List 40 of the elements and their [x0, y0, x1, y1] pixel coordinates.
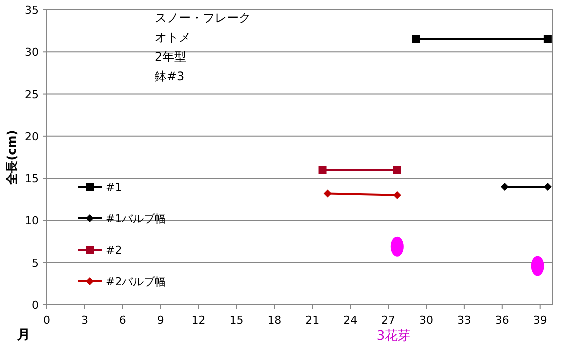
annotation: オトメ [155, 30, 191, 44]
point [393, 166, 402, 174]
x-tick-label: 6 [119, 314, 126, 327]
point [318, 166, 327, 174]
x-tick-label: 0 [44, 314, 50, 327]
y-tick-label: 30 [25, 46, 39, 60]
y-tick-label: 35 [25, 4, 39, 17]
y-tick-label: 15 [25, 172, 39, 186]
point [393, 191, 402, 200]
point [412, 36, 420, 44]
x-axis-title: 月 [16, 328, 30, 343]
x-tick-label: 3 [81, 314, 88, 327]
x-tick-label: 33 [457, 314, 472, 327]
y-tick-label: 0 [32, 299, 39, 312]
y-tick-label: 5 [32, 256, 39, 270]
x-tick-label: 39 [533, 314, 548, 327]
annotation: スノー・フレーク [155, 11, 251, 25]
y-tick-label: 20 [25, 130, 39, 144]
x-tick-label: 30 [420, 314, 434, 327]
x-tick-label: 27 [382, 314, 396, 327]
x-tick-label: 9 [157, 314, 164, 327]
y-axis-title: 全長(cm) [5, 130, 19, 186]
point [500, 183, 509, 191]
text: 3花芽 [376, 329, 412, 344]
legend-label: #1 [106, 181, 122, 194]
point [324, 190, 332, 198]
x-tick-label: 24 [344, 314, 358, 327]
x-tick-label: 18 [268, 314, 282, 327]
legend-label: #1バルブ幅 [106, 212, 166, 226]
y-tick-label: 25 [25, 88, 39, 102]
x-tick-label: 12 [192, 314, 206, 327]
legend-label: #2バルブ幅 [106, 276, 166, 288]
x-tick-label: 36 [495, 314, 510, 327]
y-tick-label: 10 [25, 214, 39, 228]
annotation: 2年型 [155, 50, 187, 64]
x-tick-label: 21 [306, 314, 320, 327]
point [544, 36, 552, 44]
annotation: 鉢#3 [155, 70, 185, 84]
legend-label: #2 [106, 244, 122, 257]
x-tick-label: 15 [230, 314, 244, 327]
